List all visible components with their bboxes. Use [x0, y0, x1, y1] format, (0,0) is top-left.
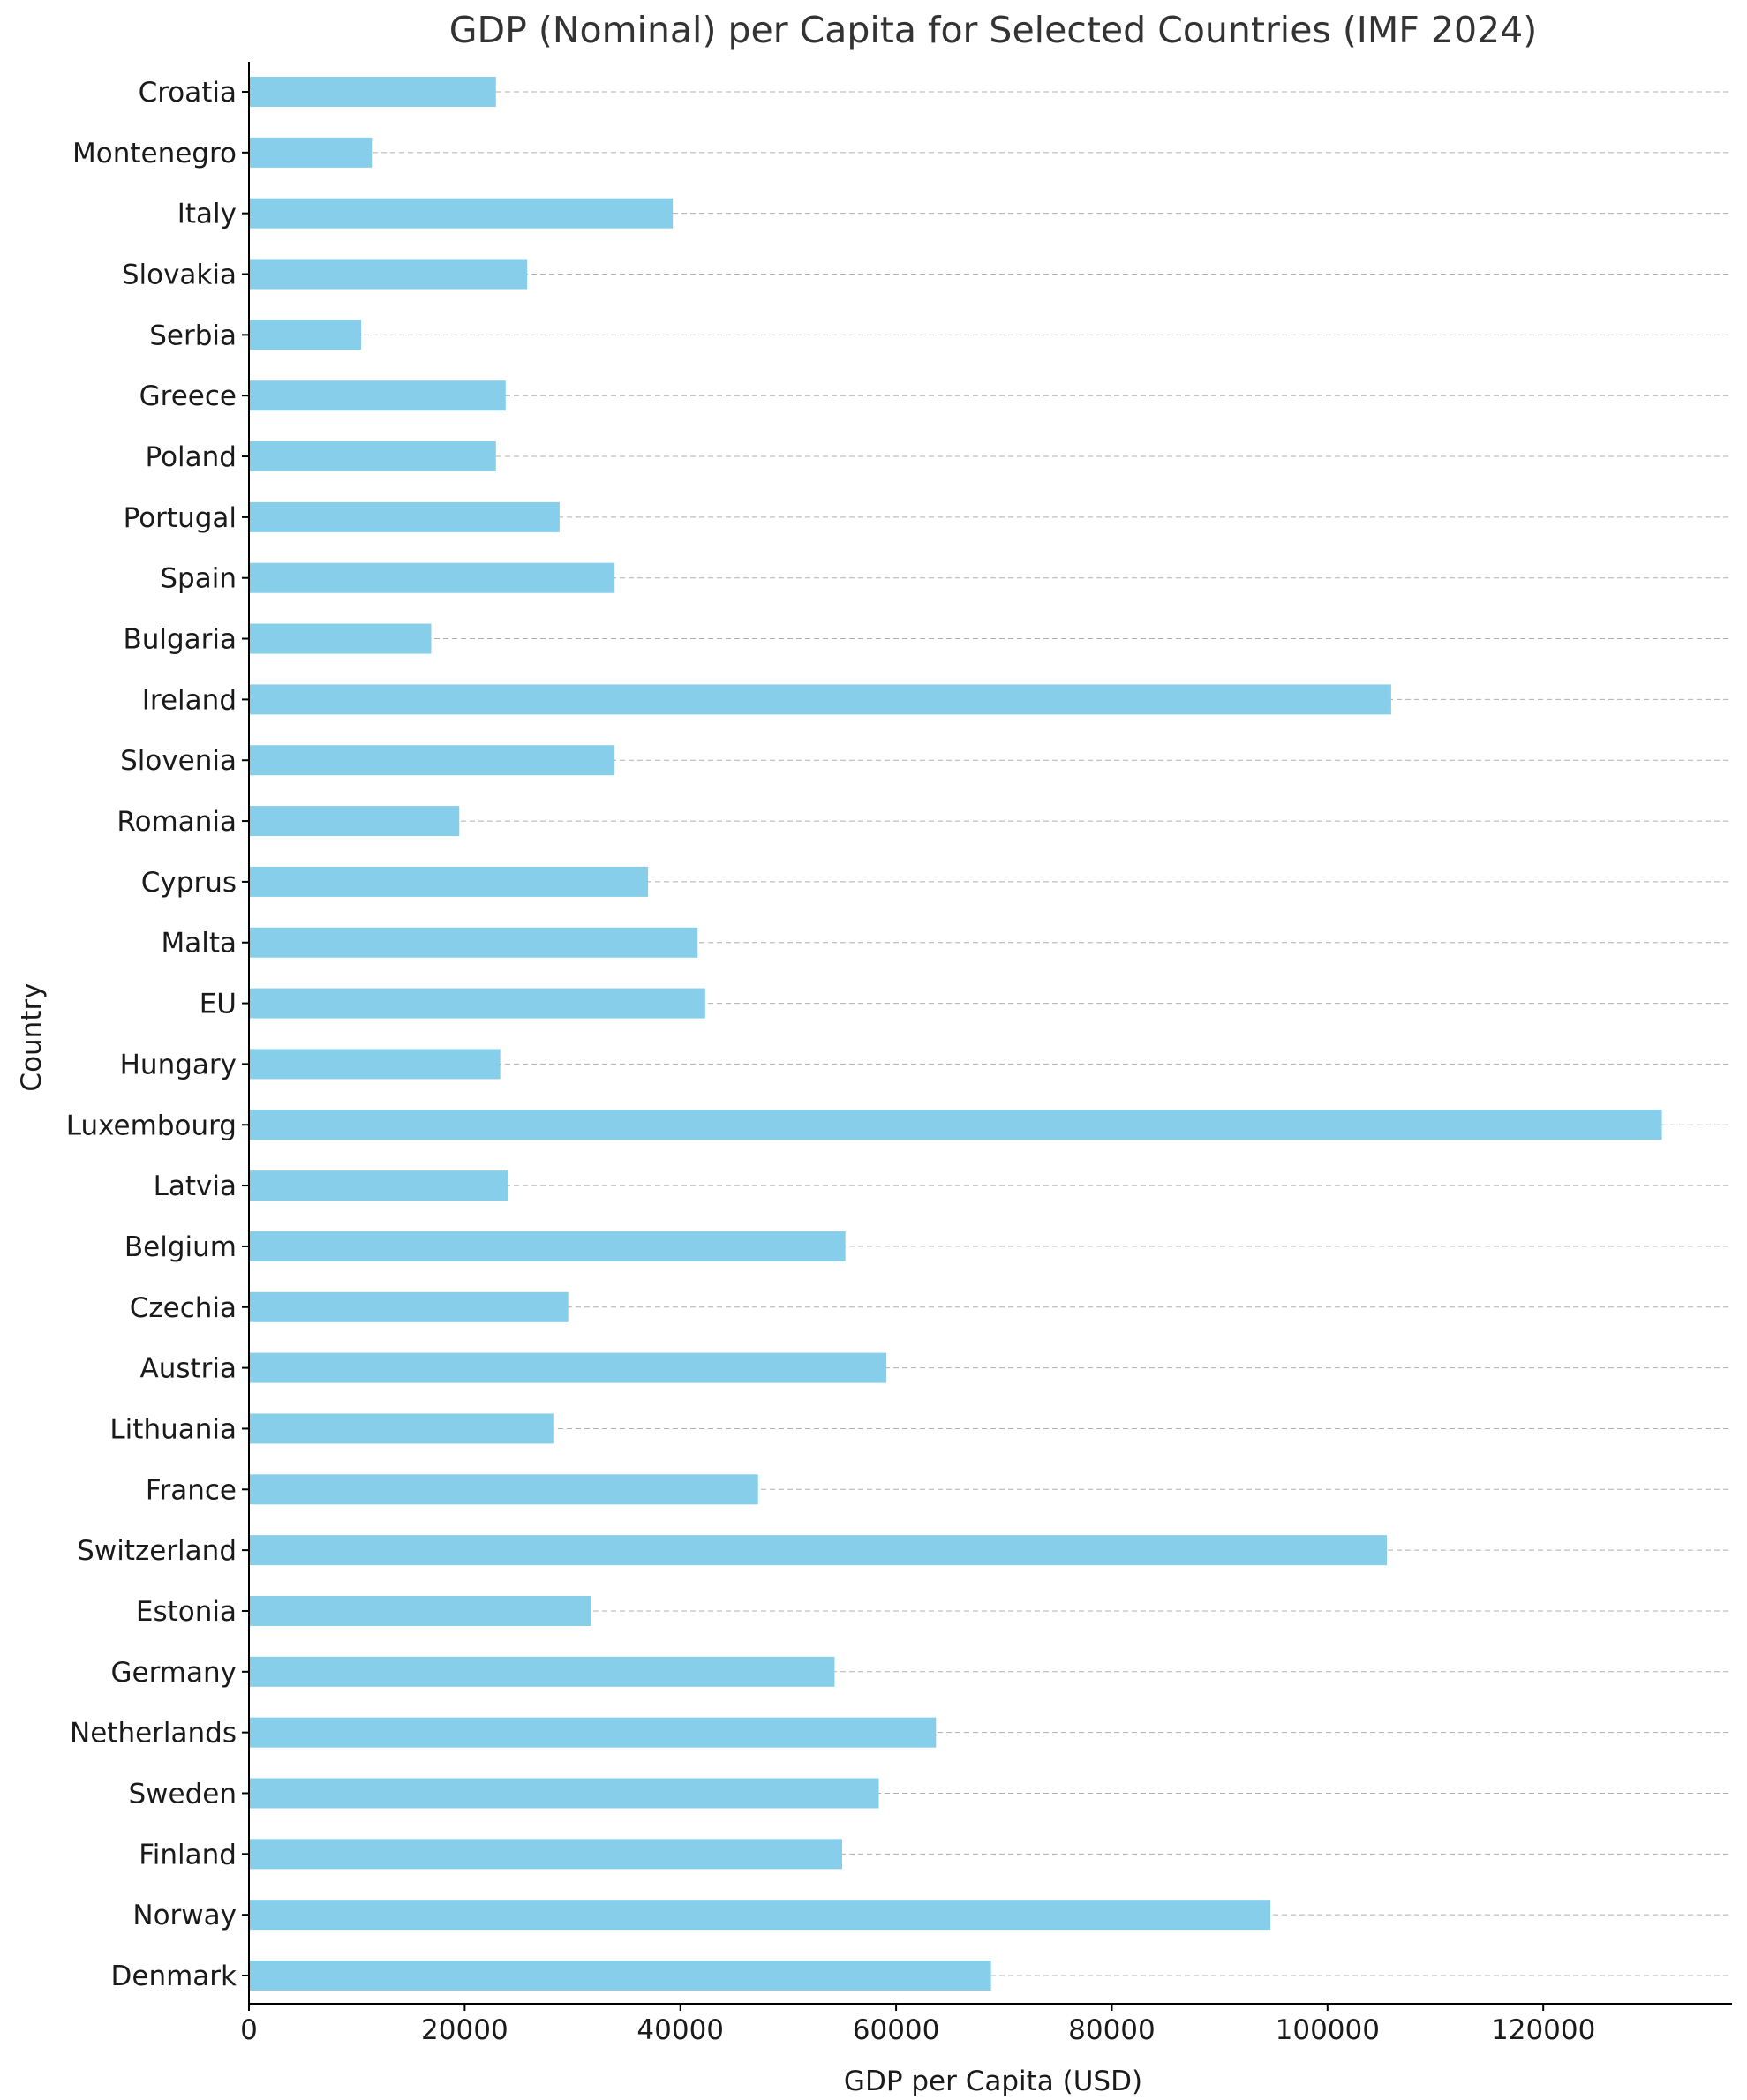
- bar-serbia: [249, 320, 362, 350]
- bars: [249, 77, 1662, 1991]
- x-tick-label-40000: 40000: [636, 2014, 724, 2046]
- y-tick-label-germany: Germany: [111, 1657, 237, 1689]
- bar-eu: [249, 988, 705, 1019]
- y-tick-label-latvia: Latvia: [154, 1170, 237, 1202]
- bar-denmark: [249, 1961, 991, 1991]
- y-tick-label-denmark: Denmark: [111, 1961, 237, 1992]
- bar-hungary: [249, 1049, 501, 1080]
- y-tick-label-czechia: Czechia: [130, 1292, 237, 1324]
- y-tick-label-sweden: Sweden: [128, 1778, 237, 1810]
- y-tick-label-slovenia: Slovenia: [120, 745, 237, 777]
- y-tick-label-montenegro: Montenegro: [72, 138, 237, 169]
- y-axis-ticks: Croatia Montenegro Italy Slovakia Serbia Gree…: [66, 77, 249, 1992]
- x-tick-label-0: 0: [240, 2014, 258, 2046]
- bar-ireland: [249, 684, 1391, 715]
- bar-romania: [249, 806, 460, 837]
- bar-slovakia: [249, 259, 528, 290]
- y-axis-label: Country: [16, 982, 48, 1091]
- y-tick-label-luxembourg: Luxembourg: [66, 1110, 237, 1141]
- bar-spain: [249, 562, 615, 593]
- y-tick-label-estonia: Estonia: [136, 1596, 237, 1628]
- gridlines: [249, 91, 1732, 1976]
- bar-lithuania: [249, 1413, 554, 1444]
- x-tick-label-80000: 80000: [1068, 2014, 1156, 2046]
- bar-france: [249, 1474, 758, 1505]
- bar-netherlands: [249, 1717, 937, 1748]
- bar-latvia: [249, 1170, 508, 1201]
- y-tick-label-romania: Romania: [117, 806, 237, 838]
- y-tick-label-spain: Spain: [160, 563, 237, 595]
- y-tick-label-slovakia: Slovakia: [122, 260, 237, 291]
- bar-luxembourg: [249, 1110, 1662, 1140]
- y-tick-label-serbia: Serbia: [149, 320, 237, 351]
- bar-cyprus: [249, 866, 649, 897]
- x-tick-label-60000: 60000: [853, 2014, 940, 2046]
- x-tick-label-120000: 120000: [1491, 2014, 1595, 2046]
- x-tick-label-20000: 20000: [421, 2014, 508, 2046]
- bar-malta: [249, 927, 698, 958]
- y-tick-label-austria: Austria: [139, 1353, 237, 1385]
- bar-norway: [249, 1900, 1271, 1931]
- bar-greece: [249, 380, 506, 411]
- chart-title: GDP (Nominal) per Capita for Selected Co…: [449, 9, 1537, 51]
- y-tick-label-poland: Poland: [146, 441, 237, 473]
- y-tick-label-norway: Norway: [132, 1900, 237, 1931]
- bar-finland: [249, 1839, 842, 1870]
- y-tick-label-hungary: Hungary: [120, 1049, 237, 1080]
- y-tick-label-france: France: [146, 1474, 237, 1506]
- bar-croatia: [249, 77, 496, 107]
- bar-austria: [249, 1352, 887, 1383]
- bar-slovenia: [249, 745, 615, 776]
- y-tick-label-portugal: Portugal: [124, 502, 237, 534]
- y-tick-label-greece: Greece: [139, 380, 237, 412]
- y-tick-label-malta: Malta: [161, 928, 237, 960]
- y-tick-label-lithuania: Lithuania: [109, 1413, 237, 1445]
- bar-belgium: [249, 1231, 846, 1261]
- x-axis-ticks: 0 20000 40000 60000 80000 100000 120000: [240, 2004, 1595, 2046]
- x-tick-label-100000: 100000: [1276, 2014, 1380, 2046]
- bar-montenegro: [249, 137, 373, 168]
- y-tick-label-eu: EU: [200, 989, 237, 1020]
- bar-poland: [249, 441, 496, 472]
- bar-czechia: [249, 1291, 569, 1322]
- y-tick-label-cyprus: Cyprus: [141, 867, 237, 899]
- y-tick-label-finland: Finland: [139, 1839, 237, 1870]
- bar-portugal: [249, 501, 560, 532]
- bar-germany: [249, 1656, 835, 1687]
- bar-italy: [249, 198, 674, 229]
- bar-estonia: [249, 1595, 591, 1626]
- y-tick-label-croatia: Croatia: [139, 77, 237, 109]
- y-tick-label-bulgaria: Bulgaria: [123, 624, 237, 656]
- y-tick-label-belgium: Belgium: [124, 1231, 237, 1263]
- bar-bulgaria: [249, 623, 432, 654]
- y-tick-label-italy: Italy: [177, 199, 237, 230]
- y-tick-label-switzerland: Switzerland: [77, 1535, 237, 1567]
- y-tick-label-ireland: Ireland: [142, 684, 237, 716]
- bar-switzerland: [249, 1535, 1388, 1566]
- y-tick-label-netherlands: Netherlands: [70, 1718, 237, 1750]
- bar-sweden: [249, 1778, 879, 1809]
- x-axis-label: GDP per Capita (USD): [844, 2066, 1142, 2097]
